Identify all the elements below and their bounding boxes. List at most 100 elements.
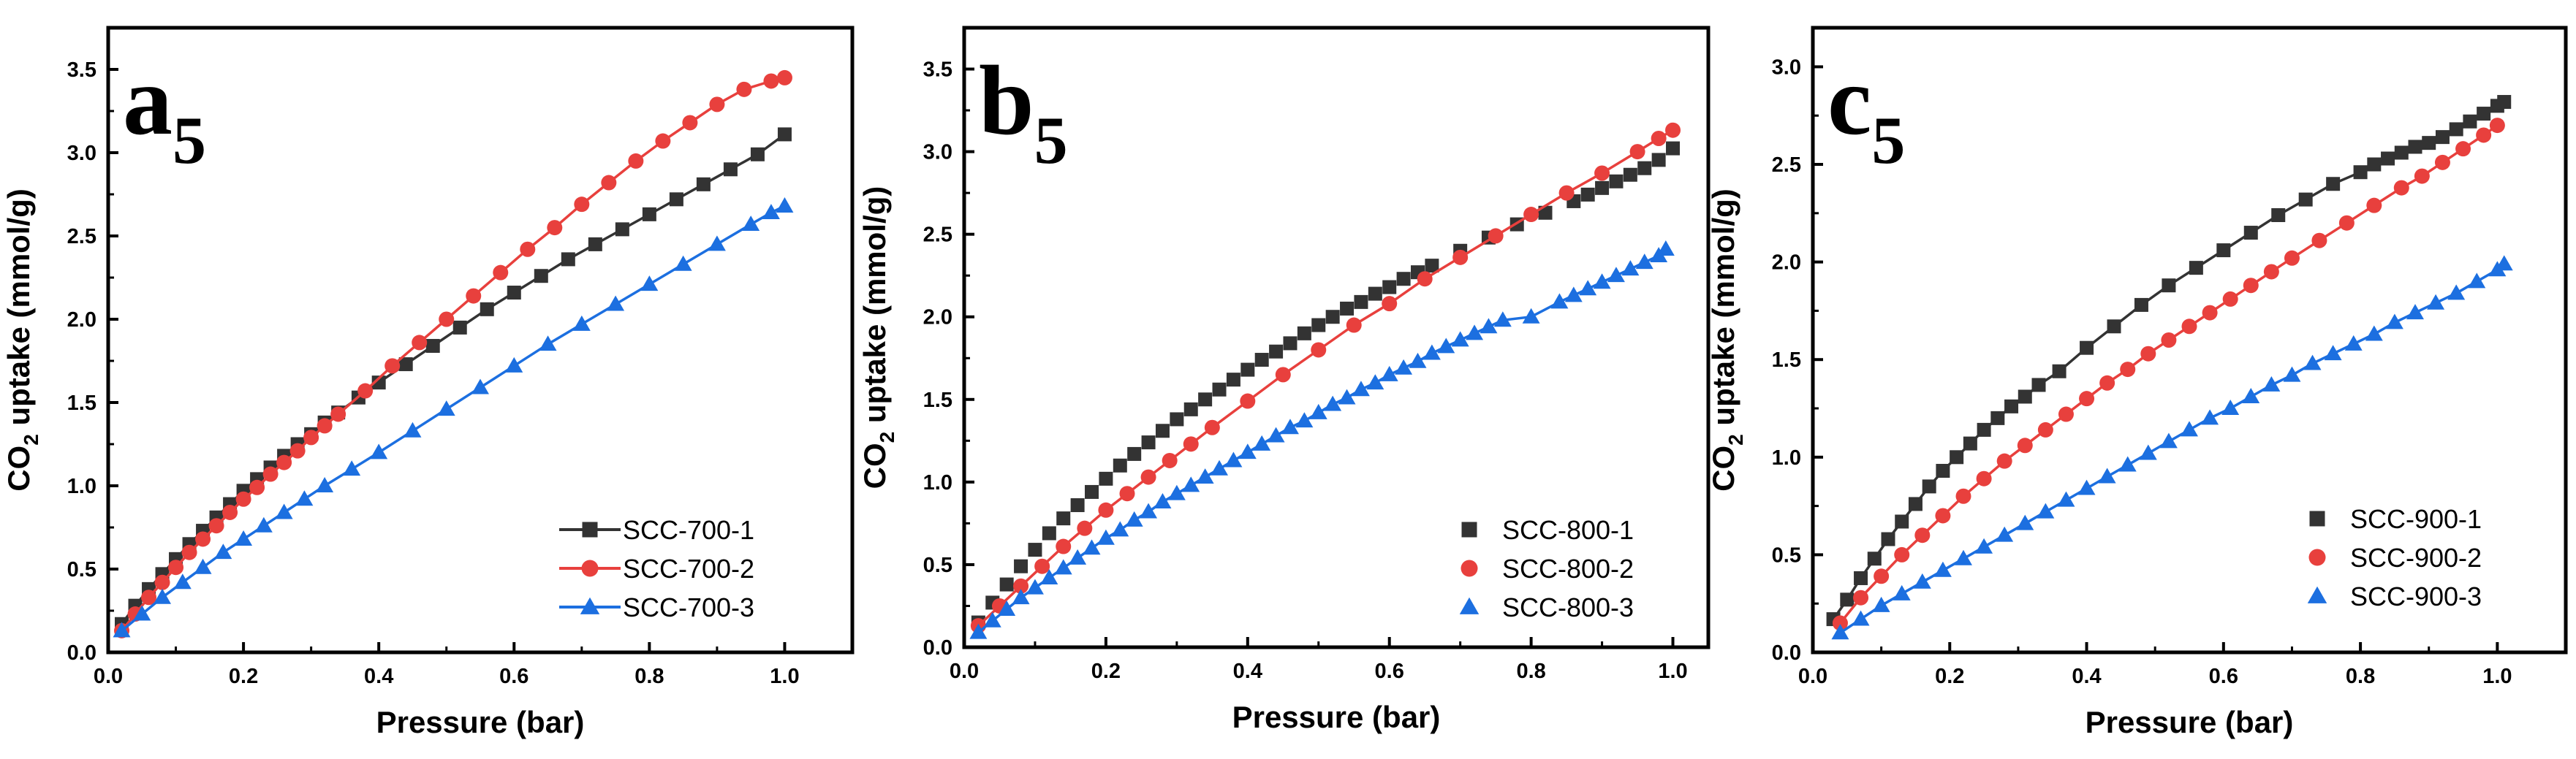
data-point-SCC-800-2-7 <box>1119 486 1135 502</box>
data-point-SCC-800-1-23 <box>1297 326 1311 340</box>
data-point-SCC-800-3-2 <box>998 600 1016 616</box>
legend-label: SCC-700-2 <box>623 554 754 584</box>
x-tick-label: 0.0 <box>1798 665 1827 688</box>
data-point-SCC-700-1-27 <box>615 222 629 237</box>
data-point-SCC-700-2-15 <box>317 418 333 434</box>
x-tick-label: 1.0 <box>770 665 799 688</box>
y-tick-label: 2.5 <box>923 224 952 247</box>
axes-frame <box>1811 26 2568 655</box>
data-point-SCC-800-1-15 <box>1183 402 1198 416</box>
data-point-SCC-900-2-12 <box>2079 391 2095 407</box>
data-point-SCC-700-2-12 <box>276 454 292 470</box>
data-point-SCC-900-2-11 <box>2058 406 2074 422</box>
panel-c: 0.0 0.2 0.4 0.6 0.8 1.0 0.0 0.5 1.0 1.5 2.0 2.5 3.0 P… <box>1706 26 2568 739</box>
data-point-SCC-700-2-18 <box>384 358 401 374</box>
legend-item-SCC-800-1: SCC-800-1 <box>1461 515 1634 545</box>
data-point-SCC-800-3-42 <box>1593 273 1611 289</box>
data-point-SCC-900-2-19 <box>2222 291 2238 307</box>
data-point-SCC-800-3-44 <box>1621 260 1640 276</box>
data-point-SCC-900-1-29 <box>2381 151 2395 166</box>
data-point-SCC-900-3-20 <box>2242 388 2260 403</box>
data-point-SCC-900-1-34 <box>2449 122 2463 137</box>
data-point-SCC-900-2-1 <box>1853 590 1869 606</box>
data-point-SCC-900-2-9 <box>2017 438 2033 454</box>
x-tick-label: 0.6 <box>499 665 529 688</box>
data-point-SCC-700-2-10 <box>249 479 265 495</box>
data-point-SCC-900-3-19 <box>2221 400 2240 415</box>
data-point-SCC-900-1-1 <box>1840 592 1855 607</box>
data-point-SCC-800-1-30 <box>1396 272 1411 286</box>
x-tick-label: 0.6 <box>1375 660 1404 683</box>
data-point-SCC-800-3-36 <box>1480 318 1498 334</box>
data-point-SCC-900-2-26 <box>2393 180 2409 196</box>
data-point-SCC-900-1-10 <box>1963 436 1977 451</box>
legend-item-SCC-800-2: SCC-800-2 <box>1461 554 1634 584</box>
panel-title: c5 <box>1827 46 1905 178</box>
data-point-SCC-900-3-6 <box>1955 549 1972 565</box>
data-point-SCC-800-2-19 <box>1488 228 1504 244</box>
legend-label: SCC-800-1 <box>1502 515 1634 545</box>
series-SCC-900-3 <box>1831 255 2513 640</box>
data-point-SCC-700-3-18 <box>572 315 591 331</box>
data-point-SCC-700-1-23 <box>507 286 521 300</box>
panel-title: b5 <box>979 46 1068 178</box>
panel-title: a5 <box>123 46 206 178</box>
data-point-SCC-800-3-14 <box>1167 484 1186 500</box>
data-point-SCC-900-2-5 <box>1935 508 1951 524</box>
data-point-SCC-900-2-29 <box>2455 141 2471 157</box>
data-point-SCC-700-2-23 <box>520 241 536 257</box>
legend-label: SCC-800-3 <box>1502 592 1634 622</box>
data-point-SCC-800-3-4 <box>1026 579 1044 595</box>
data-point-SCC-800-1-19 <box>1240 362 1255 377</box>
legend-item-SCC-800-3: SCC-800-3 <box>1459 592 1634 622</box>
data-point-SCC-800-2-24 <box>1651 131 1667 147</box>
series-SCC-900-1 <box>1826 95 2512 627</box>
data-point-SCC-900-1-7 <box>1922 479 1936 494</box>
data-point-SCC-700-3-4 <box>194 558 212 574</box>
data-point-SCC-800-3-11 <box>1125 511 1143 527</box>
x-tick-label: 0.2 <box>1091 660 1121 683</box>
y-tick-label: 2.0 <box>67 308 96 332</box>
data-point-SCC-900-2-13 <box>2099 375 2115 391</box>
data-point-SCC-800-3-19 <box>1238 443 1257 459</box>
data-point-SCC-800-3-23 <box>1295 412 1314 428</box>
y-tick-label: 3.0 <box>67 142 96 165</box>
data-point-SCC-700-3-14 <box>437 400 455 416</box>
data-point-SCC-800-2-22 <box>1594 165 1610 181</box>
data-point-SCC-900-1-30 <box>2394 145 2409 160</box>
data-point-SCC-800-2-18 <box>1452 249 1469 265</box>
data-point-SCC-900-3-27 <box>2385 313 2403 329</box>
data-point-SCC-900-1-25 <box>2298 192 2313 207</box>
data-point-SCC-900-2-24 <box>2338 215 2355 231</box>
data-point-SCC-900-1-22 <box>2216 243 2231 258</box>
data-point-SCC-800-1-21 <box>1269 344 1284 359</box>
data-point-SCC-700-2-2 <box>141 590 157 606</box>
data-point-SCC-800-1-43 <box>1651 153 1666 167</box>
data-point-SCC-800-1-12 <box>1141 435 1156 450</box>
data-point-SCC-800-3-25 <box>1324 395 1342 411</box>
y-tick-label: 0.0 <box>923 636 952 660</box>
y-tick-label: 2.0 <box>1772 251 1801 275</box>
data-point-SCC-800-2-14 <box>1311 342 1327 358</box>
data-point-SCC-900-3-33 <box>2495 255 2513 271</box>
legend-label: SCC-900-1 <box>2350 504 2482 534</box>
y-tick-label: 1.0 <box>67 475 96 498</box>
x-tick-label: 1.0 <box>2482 665 2512 688</box>
data-point-SCC-900-1-36 <box>2477 107 2491 121</box>
data-point-SCC-700-2-31 <box>736 81 752 97</box>
data-point-SCC-900-1-24 <box>2271 208 2286 222</box>
data-point-SCC-700-1-22 <box>480 302 494 316</box>
data-point-SCC-700-1-32 <box>750 147 765 161</box>
data-point-SCC-700-1-18 <box>371 375 386 390</box>
data-point-SCC-800-3-41 <box>1579 280 1597 296</box>
axes-frame <box>962 26 1711 649</box>
y-tick-label: 2.0 <box>923 306 952 329</box>
data-point-SCC-700-2-33 <box>776 69 792 85</box>
y-tick-label: 2.5 <box>1772 153 1801 177</box>
data-point-SCC-700-2-19 <box>412 335 428 351</box>
y-tick-label: 3.0 <box>1772 56 1801 79</box>
data-point-SCC-900-3-14 <box>2118 456 2137 472</box>
data-point-SCC-900-2-0 <box>1832 615 1848 631</box>
data-point-SCC-800-1-13 <box>1155 424 1170 438</box>
data-point-SCC-700-2-26 <box>601 175 617 191</box>
